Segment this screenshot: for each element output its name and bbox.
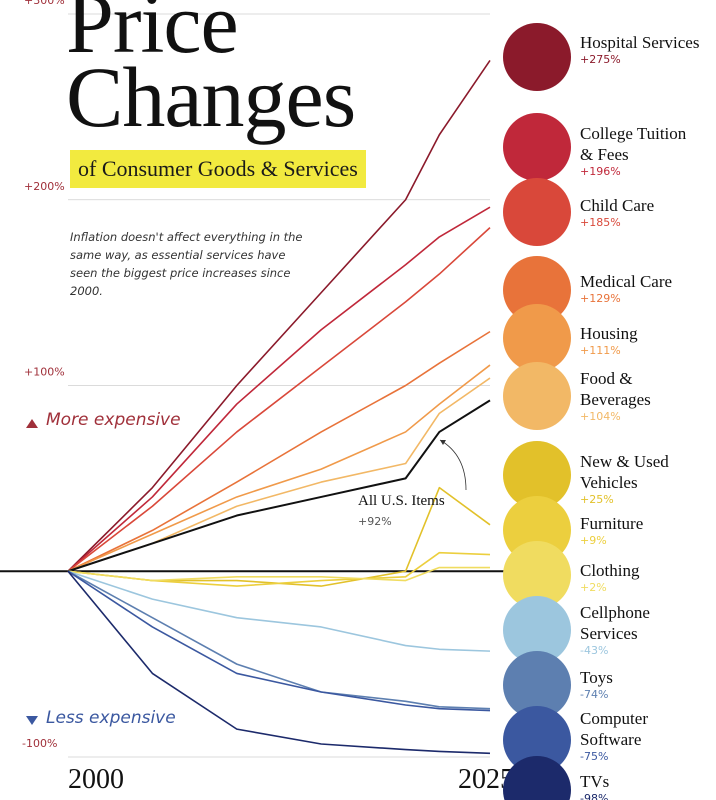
legend-entry: Child Care +185% <box>580 195 702 230</box>
end-label: -43% <box>580 644 609 657</box>
icon-circle <box>503 362 571 430</box>
pointer-head <box>440 440 446 445</box>
legend-name: TVs <box>580 772 610 791</box>
legend-name: Child Care <box>580 196 655 215</box>
legend-name: Hospital Services <box>580 33 700 52</box>
description: Inflation doesn't affect everything in t… <box>70 230 303 298</box>
annotation: More expensive <box>46 410 181 430</box>
legend-name: New & Used Vehicles <box>580 452 669 492</box>
icon-circle <box>503 541 571 609</box>
legend-entry: Housing +111% <box>580 323 702 358</box>
series-line <box>67 551 491 587</box>
legend-name: Cellphone Services <box>580 603 650 643</box>
y-tick-label: +300% <box>24 0 65 7</box>
legend-name: Clothing <box>580 561 640 580</box>
legend-entry: New & Used Vehicles +25% <box>580 451 702 507</box>
legend-name: Medical Care <box>580 272 673 291</box>
legend-name: Computer Software <box>580 709 648 749</box>
icon-circle <box>503 441 571 509</box>
line-label: All U.S. Items <box>358 493 445 509</box>
chart-subtitle: of Consumer Goods & Services <box>70 150 366 188</box>
legend-entry: Clothing +2% <box>580 560 702 595</box>
legend-name: Toys <box>580 668 613 687</box>
legend-name: Furniture <box>580 514 644 533</box>
icon-circle <box>503 706 571 774</box>
icon-circle <box>503 756 571 800</box>
legend-entry: Cellphone Services -43% <box>580 602 702 658</box>
icon-circle <box>503 596 571 664</box>
series-line <box>67 59 491 572</box>
series-line <box>67 377 491 573</box>
end-label: +185% <box>580 216 621 229</box>
series-line <box>67 227 491 572</box>
legend-entry: Toys -74% <box>580 667 702 702</box>
end-label: -98% <box>580 792 609 800</box>
series-line <box>67 330 491 572</box>
end-label: +104% <box>580 410 621 423</box>
pointer <box>439 439 467 491</box>
legend-name: College Tuition & Fees <box>580 124 687 164</box>
series-line <box>67 399 491 573</box>
end-label: +2% <box>580 581 607 594</box>
series-line <box>67 570 491 712</box>
annotation: Less expensive <box>46 708 176 728</box>
up-arrow <box>26 419 38 428</box>
icon-circle <box>503 113 571 181</box>
y-tick-label: -100% <box>22 737 57 750</box>
series-line <box>67 566 490 582</box>
icon-circle <box>503 651 571 719</box>
icon-circle <box>503 256 571 324</box>
legend-name: Food & Beverages <box>580 369 651 409</box>
end-label: -75% <box>580 750 609 763</box>
y-tick-label: +100% <box>24 366 65 379</box>
end-label: +129% <box>580 292 621 305</box>
down-arrow <box>26 716 38 725</box>
icon-circle <box>503 304 571 372</box>
chart-title: Price Changes <box>66 0 356 145</box>
series-line <box>67 570 491 755</box>
icon-circle <box>503 178 571 246</box>
legend-entry: Hospital Services +275% <box>580 32 702 67</box>
end-label: -74% <box>580 688 609 701</box>
legend-entry: Food & Beverages +104% <box>580 368 702 424</box>
y-tick-label: +200% <box>24 180 65 193</box>
series-line <box>67 364 491 572</box>
legend-entry: College Tuition & Fees +196% <box>580 123 702 179</box>
icon-circle <box>503 23 571 91</box>
legend-entry: Furniture +9% <box>580 513 702 548</box>
legend-entry: TVs -98% <box>580 771 702 800</box>
series-line <box>67 206 491 572</box>
end-label: +9% <box>580 534 607 547</box>
legend-entry: Computer Software -75% <box>580 708 702 764</box>
end-label: +92% <box>358 515 392 528</box>
legend-entry: Medical Care +129% <box>580 271 702 306</box>
x-tick-label: 2000 <box>68 764 124 795</box>
end-label: +196% <box>580 165 621 178</box>
series-line <box>67 570 491 652</box>
end-label: +275% <box>580 53 621 66</box>
end-label: +25% <box>580 493 614 506</box>
legend-name: Housing <box>580 324 638 343</box>
end-label: +111% <box>580 344 621 357</box>
